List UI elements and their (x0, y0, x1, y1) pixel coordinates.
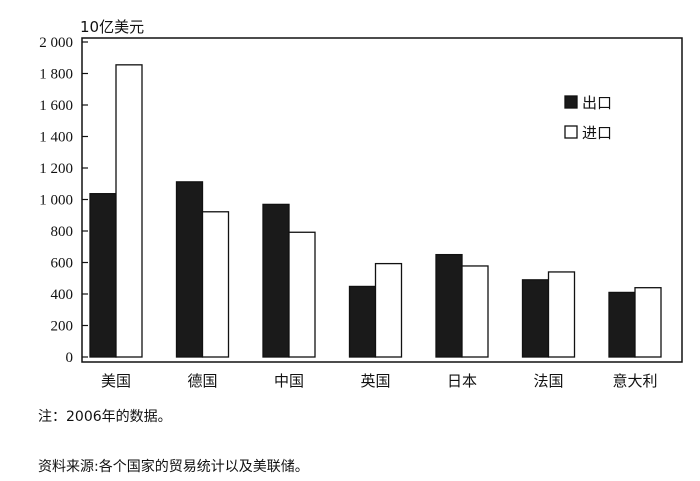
y-tick-label: 400 (51, 287, 74, 303)
x-tick-label: 英国 (360, 372, 390, 390)
bar-export (435, 253, 463, 358)
y-axis-unit-label: 10亿美元 (80, 18, 144, 36)
bar-export (262, 203, 290, 358)
bar-export (89, 193, 117, 358)
y-tick-label: 2 000 (39, 35, 73, 51)
bar-import (374, 262, 403, 358)
bar-import (115, 64, 143, 358)
chart-note: 注：2006年的数据。 (38, 409, 172, 425)
y-tick-label: 1 200 (39, 161, 73, 177)
x-axis-labels: 美国 德国 中国 英国 日本 法国 意大利 (101, 372, 658, 390)
y-tick-label: 1 800 (39, 67, 73, 83)
x-tick-label: 意大利 (612, 372, 657, 390)
legend-label: 进口 (582, 124, 612, 142)
y-tick-label: 0 (66, 350, 74, 366)
x-tick-label: 美国 (101, 372, 131, 390)
bar-export (608, 291, 636, 358)
y-tick-label: 600 (51, 256, 74, 272)
bar-chart: 0 200 400 600 800 1 000 1 200 1 400 1 600 1 800 2 … (39, 18, 683, 390)
y-tick-label: 800 (51, 224, 74, 240)
x-tick-label: 德国 (187, 372, 217, 390)
bar-import (634, 287, 662, 358)
bar-import (288, 231, 316, 358)
bar-import (201, 211, 230, 358)
bar-export (521, 279, 550, 358)
bar-import (547, 271, 576, 358)
bars (89, 64, 662, 358)
x-tick-label: 日本 (447, 372, 477, 390)
bar-import (461, 265, 489, 358)
legend-swatch (564, 95, 578, 109)
y-tick-label: 1 000 (39, 193, 73, 209)
y-tick-label: 1 400 (39, 130, 73, 146)
x-tick-label: 中国 (274, 372, 304, 390)
bar-export (175, 181, 204, 358)
y-tick-label: 200 (51, 319, 74, 335)
y-tick-label: 1 600 (39, 98, 73, 114)
y-axis: 0 200 400 600 800 1 000 1 200 1 400 1 600 1 800 2 … (39, 35, 88, 366)
x-tick-label: 法国 (533, 372, 563, 390)
source-note: 资料来源:各个国家的贸易统计以及美联储。 (38, 459, 309, 475)
legend-label: 出口 (582, 94, 612, 112)
legend-swatch (564, 125, 578, 139)
bar-export (348, 285, 377, 358)
